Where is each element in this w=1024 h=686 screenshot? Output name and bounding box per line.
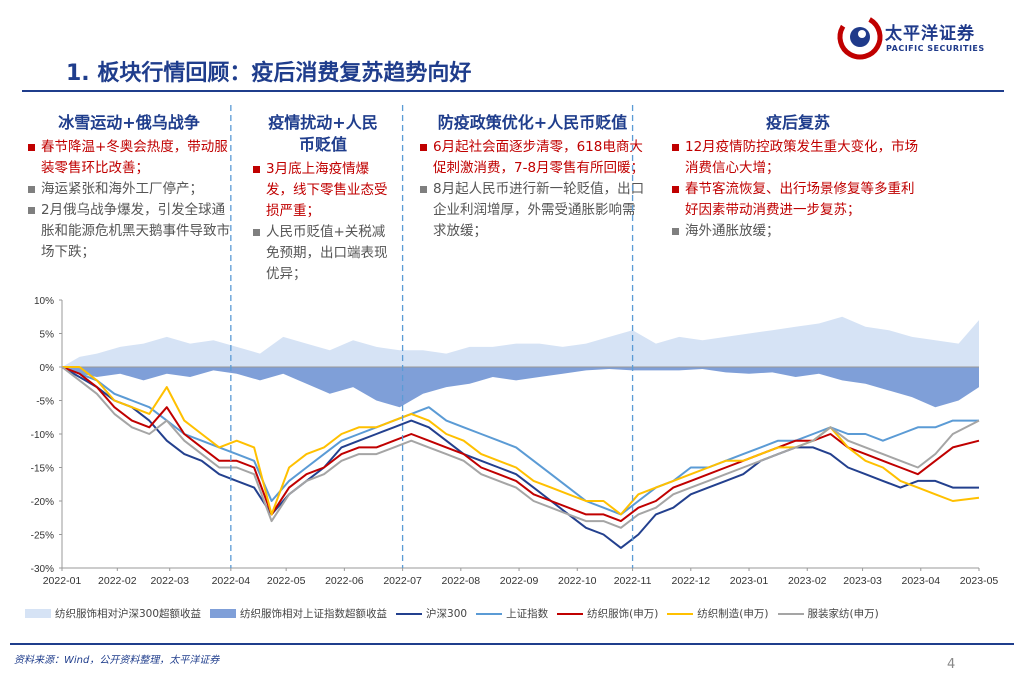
x-tick-label: 2022-11 [614,575,652,587]
phase-panel-3: 防疫政策优化+人民币贬值 6月起社会面逐步清零，618电商大促刺激消费，7-8月… [420,112,645,242]
legend-item: 纺织服饰相对沪深300超额收益 [25,606,201,621]
phase-bullet: 12月疫情防控政策发生重大变化，市场消费信心大增； [672,137,924,179]
x-tick-label: 2022-07 [383,575,422,587]
page-number: 4 [947,657,956,672]
legend-item: 沪深300 [396,606,467,621]
page-title: 1. 板块行情回顾：疫后消费复苏趋势向好 [66,61,472,86]
area-series [62,367,979,408]
phase-bullet: 海运紧张和海外工厂停产； [28,179,230,200]
y-tick-label: 5% [40,330,55,341]
phase-bullet: 春节客流恢复、出行场景修复等多重利好因素带动消费进一步复苏； [672,179,924,221]
y-tick-label: -25% [31,531,54,542]
phase-heading: 防疫政策优化+人民币贬值 [437,113,628,132]
title-underline [22,90,1004,92]
logo-emblem-icon [837,14,883,60]
x-tick-label: 2022-03 [150,575,189,587]
y-tick-label: -15% [31,464,54,475]
y-tick-label: -20% [31,497,54,508]
phase-heading: 疫后复苏 [765,113,830,132]
x-tick-label: 2022-01 [43,575,82,587]
x-tick-label: 2022-02 [98,575,137,587]
area-series [62,316,979,367]
phase-bullet: 8月起人民币进行新一轮贬值，出口企业利润增厚，外需受通胀影响需求放缓； [420,179,645,242]
legend-item: 纺织服饰(申万) [557,606,658,621]
phase-heading: 冰雪运动+俄乌战争 [58,113,200,132]
y-tick-label: -5% [36,397,54,408]
x-tick-label: 2023-03 [843,575,882,587]
x-tick-label: 2022-09 [500,575,539,587]
legend-item: 纺织服饰相对上证指数超额收益 [210,606,387,621]
logo-text-cn: 太平洋证券 [885,24,975,44]
x-tick-label: 2022-06 [325,575,364,587]
phase-panel-4: 疫后复苏 12月疫情防控政策发生重大变化，市场消费信心大增； 春节客流恢复、出行… [672,112,924,242]
phase-bullet: 人民币贬值+关税减免预期，出口端表现优异； [253,222,393,285]
legend-item: 服装家纺(申万) [777,606,879,621]
line-series [61,366,980,529]
phase-heading: 疫情扰动+人民币贬值 [268,113,378,154]
logo-text-en: PACIFIC SECURITIES [886,44,985,53]
y-tick-label: -10% [31,430,54,441]
source-note: 资料来源：Wind，公开资料整理，太平洋证券 [14,655,220,666]
x-tick-label: 2022-08 [442,575,481,587]
phase-bullet: 春节降温+冬奥会热度，带动服装零售环比改善； [28,137,230,179]
line-series [61,366,980,523]
footer-divider [10,643,1014,645]
x-tick-label: 2022-04 [212,575,251,587]
x-tick-label: 2022-12 [672,575,711,587]
x-tick-label: 2023-04 [902,575,941,587]
phase-bullet: 海外通胀放缓； [672,221,924,242]
legend-item: 纺织制造(申万) [667,606,769,621]
x-tick-label: 2022-05 [267,575,306,587]
legend-item: 上证指数 [476,606,548,621]
phase-bullet: 6月起社会面逐步清零，618电商大促刺激消费，7-8月零售有所回暖； [420,137,645,179]
phase-bullet: 3月底上海疫情爆发，线下零售业态受损严重； [253,159,393,222]
line-series [61,366,979,516]
line-series [61,366,979,549]
x-tick-label: 2023-05 [960,575,999,587]
y-tick-label: 10% [34,296,54,307]
performance-chart: 10% 5% 0% -5% -10% -15% -20% -25% -30%2022-01 202… [31,105,999,587]
chart-legend: 纺织服饰相对沪深300超额收益 纺织服饰相对上证指数超额收益 沪深300 上证指… [25,606,1015,621]
phase-panel-2: 疫情扰动+人民币贬值 3月底上海疫情爆发，线下零售业态受损严重； 人民币贬值+关… [253,112,393,285]
x-tick-label: 2023-02 [788,575,827,587]
x-tick-label: 2022-10 [558,575,597,587]
y-tick-label: 0% [40,363,55,374]
pacific-securities-logo [837,14,883,60]
y-tick-label: -30% [31,564,54,575]
x-tick-label: 2023-01 [730,575,769,587]
phase-panel-1: 冰雪运动+俄乌战争 春节降温+冬奥会热度，带动服装零售环比改善； 海运紧张和海外… [28,112,230,263]
phase-bullet: 2月俄乌战争爆发，引发全球通胀和能源危机黑天鹅事件导致市场下跌； [28,200,230,263]
